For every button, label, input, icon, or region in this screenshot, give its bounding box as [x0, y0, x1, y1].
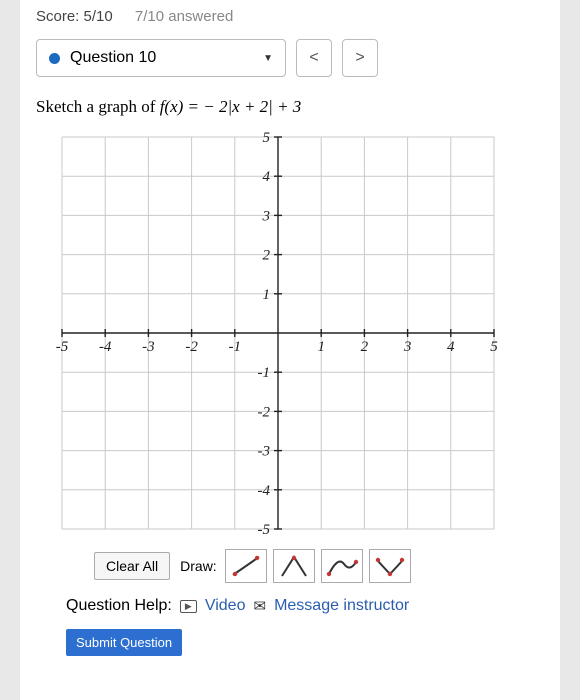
tool-vcheck[interactable]: [369, 549, 411, 583]
question-prompt: Sketch a graph of f(x) = − 2|x + 2| + 3: [36, 97, 544, 117]
svg-text:-1: -1: [258, 365, 271, 381]
svg-text:-1: -1: [229, 339, 242, 355]
mail-icon: ✉: [253, 597, 266, 615]
svg-text:4: 4: [447, 339, 455, 355]
help-row: Question Help: ▶ Video ✉ Message instruc…: [66, 597, 544, 615]
svg-text:4: 4: [263, 169, 271, 185]
svg-text:-5: -5: [56, 339, 69, 355]
svg-text:3: 3: [403, 339, 412, 355]
score-text: Score: 5/10: [36, 8, 113, 25]
quiz-page: Score: 5/10 7/10 answered Question 10 ▼ …: [20, 0, 560, 700]
status-dot-icon: [49, 53, 60, 64]
v-check-icon: [372, 552, 408, 580]
tool-abs[interactable]: [273, 549, 315, 583]
svg-text:1: 1: [317, 339, 325, 355]
svg-text:5: 5: [490, 339, 498, 355]
abs-peak-icon: [276, 552, 312, 580]
answered-text: 7/10 answered: [135, 8, 233, 25]
prev-button[interactable]: <: [296, 39, 332, 77]
svg-text:-4: -4: [99, 339, 112, 355]
svg-text:-3: -3: [142, 339, 155, 355]
question-selector[interactable]: Question 10 ▼: [36, 39, 286, 77]
next-button[interactable]: >: [342, 39, 378, 77]
chevron-down-icon: ▼: [263, 53, 273, 64]
help-label: Question Help:: [66, 597, 172, 615]
prompt-formula: f(x) = − 2|x + 2| + 3: [160, 97, 302, 116]
clear-all-button[interactable]: Clear All: [94, 552, 170, 580]
svg-text:-2: -2: [258, 404, 271, 420]
question-nav-row: Question 10 ▼ < >: [36, 39, 544, 77]
prompt-prefix: Sketch a graph of: [36, 97, 160, 116]
tool-line[interactable]: [225, 549, 267, 583]
draw-toolbar: Clear All Draw:: [94, 549, 544, 583]
video-icon: ▶: [180, 600, 197, 613]
draw-label: Draw:: [176, 558, 219, 574]
svg-text:5: 5: [263, 130, 271, 146]
tool-curve[interactable]: [321, 549, 363, 583]
svg-text:2: 2: [263, 248, 271, 264]
svg-text:3: 3: [262, 208, 271, 224]
line-icon: [228, 552, 264, 580]
curve-icon: [324, 552, 360, 580]
svg-text:-4: -4: [258, 483, 271, 499]
score-line: Score: 5/10 7/10 answered: [36, 8, 544, 25]
svg-text:1: 1: [263, 287, 271, 303]
svg-text:2: 2: [361, 339, 369, 355]
chevron-left-icon: <: [309, 49, 318, 67]
graph-canvas[interactable]: -5 -4 -3 -2 -1 1 2 3 4 5 -5 -4 -3 -2 -1 1 2 3 4 5: [48, 123, 508, 543]
question-label: Question 10: [70, 49, 253, 67]
chevron-right-icon: >: [355, 49, 364, 67]
svg-text:-3: -3: [258, 444, 271, 460]
grid-svg: -5 -4 -3 -2 -1 1 2 3 4 5 -5 -4 -3 -2 -1 1 2 3 4 5: [48, 123, 508, 543]
svg-text:-5: -5: [258, 522, 271, 538]
message-instructor-link[interactable]: Message instructor: [274, 597, 409, 615]
svg-text:-2: -2: [185, 339, 198, 355]
submit-button[interactable]: Submit Question: [66, 629, 182, 656]
video-link[interactable]: Video: [205, 597, 246, 615]
